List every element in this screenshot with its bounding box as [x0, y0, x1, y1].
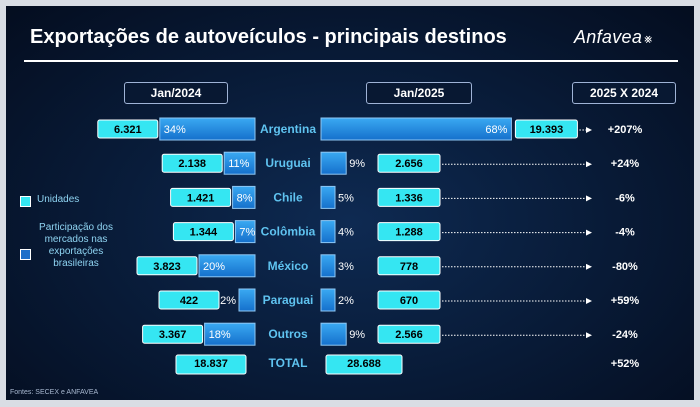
- bar-2024: [232, 185, 256, 209]
- change-label: +24%: [611, 158, 640, 170]
- units-box-2024: [161, 153, 223, 173]
- units-box-2024: [136, 256, 198, 276]
- change-label: +59%: [611, 295, 640, 307]
- header-change: 2025 X 2024: [572, 82, 676, 104]
- units-label-2024: 3.367: [159, 329, 187, 341]
- share-label-2025: 4%: [338, 227, 354, 239]
- units-label-2024: 6.321: [114, 124, 142, 136]
- units-label-2024: 1.344: [190, 227, 218, 239]
- bar-2024: [238, 288, 256, 312]
- units-label-2025: 778: [400, 261, 418, 273]
- share-label-2024: 2%: [220, 295, 236, 307]
- total-change-label: +52%: [611, 358, 640, 370]
- slide: Exportações de autoveículos - principais…: [6, 6, 694, 400]
- bar-2024: [204, 322, 256, 346]
- units-label-2025: 19.393: [530, 124, 564, 136]
- share-label-2025: 9%: [349, 158, 365, 170]
- units-box-2025: [377, 324, 441, 344]
- header-jan-2024: Jan/2024: [124, 82, 228, 104]
- source-note: Fontes: SECEX e ANFAVEA: [10, 389, 99, 396]
- share-label-2024: 34%: [164, 124, 186, 136]
- units-box-2025: [377, 187, 441, 207]
- exports-chart: 34% 6.321 Argentina 68% 19.393 +207% 11% 2.138 U…: [97, 117, 643, 375]
- change-label: -6%: [615, 192, 635, 204]
- units-label-2024: 422: [180, 295, 198, 307]
- total-box-2025: [325, 354, 403, 375]
- total-value-2025: 28.688: [347, 358, 381, 370]
- share-label-2025: 2%: [338, 295, 354, 307]
- units-box-2024: [97, 119, 159, 139]
- units-box-2024: [142, 324, 204, 344]
- share-label-2025: 9%: [349, 329, 365, 341]
- units-label-2025: 2.656: [395, 158, 423, 170]
- total-box-2024: [175, 354, 247, 375]
- units-label-2025: 2.566: [395, 329, 423, 341]
- category-label: Outros: [268, 327, 308, 341]
- change-label: +207%: [608, 124, 643, 136]
- bar-2025: [320, 220, 336, 244]
- total-label: TOTAL: [269, 356, 308, 370]
- anfavea-mark-icon: ⨳: [644, 31, 653, 46]
- bar-2025: [320, 185, 336, 209]
- units-label-2025: 670: [400, 295, 418, 307]
- change-label: -80%: [612, 261, 638, 273]
- share-label-2025: 3%: [338, 261, 354, 273]
- logo-text: Anfavea: [574, 27, 643, 47]
- units-label-2025: 1.288: [395, 227, 423, 239]
- share-label-2024: 20%: [203, 261, 225, 273]
- bar-2025: [320, 322, 347, 346]
- units-box-2024: [158, 290, 220, 310]
- units-box-2025: [377, 290, 441, 310]
- share-label-2025: 68%: [485, 124, 507, 136]
- units-label-2024: 3.823: [153, 261, 181, 273]
- bar-2025: [320, 117, 512, 141]
- bar-2024: [198, 254, 256, 278]
- category-label: Uruguai: [265, 156, 310, 170]
- units-box-2025: [377, 153, 441, 173]
- share-label-2025: 5%: [338, 192, 354, 204]
- units-box-2024: [172, 222, 234, 242]
- share-label-2024: 7%: [239, 227, 255, 239]
- units-label-2024: 1.421: [187, 192, 215, 204]
- bar-2024: [159, 117, 256, 141]
- bar-2025: [320, 288, 336, 312]
- legend-share-label: Participação dos mercados nas exportaçõe…: [39, 222, 113, 269]
- change-label: -24%: [612, 329, 638, 341]
- units-label-2025: 1.336: [395, 192, 423, 204]
- units-box-2024: [170, 187, 232, 207]
- units-label-2024: 2.138: [178, 158, 206, 170]
- category-label: Chile: [273, 190, 303, 204]
- units-box-2025: [514, 119, 578, 139]
- legend-share-swatch: [20, 249, 31, 260]
- title-divider: [24, 60, 678, 62]
- anfavea-logo: Anfavea ⨳: [574, 27, 653, 48]
- units-box-2025: [377, 222, 441, 242]
- total-value-2024: 18.837: [194, 358, 228, 370]
- change-label: -4%: [615, 227, 635, 239]
- bar-2025: [320, 254, 336, 278]
- units-box-2025: [377, 256, 441, 276]
- page-title: Exportações de autoveículos - principais…: [30, 26, 507, 48]
- share-label-2024: 8%: [237, 192, 253, 204]
- legend-units-label: Unidades: [37, 194, 80, 205]
- category-label: Argentina: [260, 122, 316, 136]
- share-label-2024: 11%: [228, 158, 249, 170]
- bar-2024: [223, 151, 256, 175]
- bar-2025: [320, 151, 347, 175]
- category-label: Colômbia: [261, 225, 316, 239]
- category-label: México: [268, 259, 309, 273]
- legend-units-swatch: [20, 196, 31, 207]
- category-label: Paraguai: [263, 293, 314, 307]
- bar-2024: [234, 220, 256, 244]
- share-label-2024: 18%: [209, 329, 231, 341]
- header-jan-2025: Jan/2025: [366, 82, 472, 104]
